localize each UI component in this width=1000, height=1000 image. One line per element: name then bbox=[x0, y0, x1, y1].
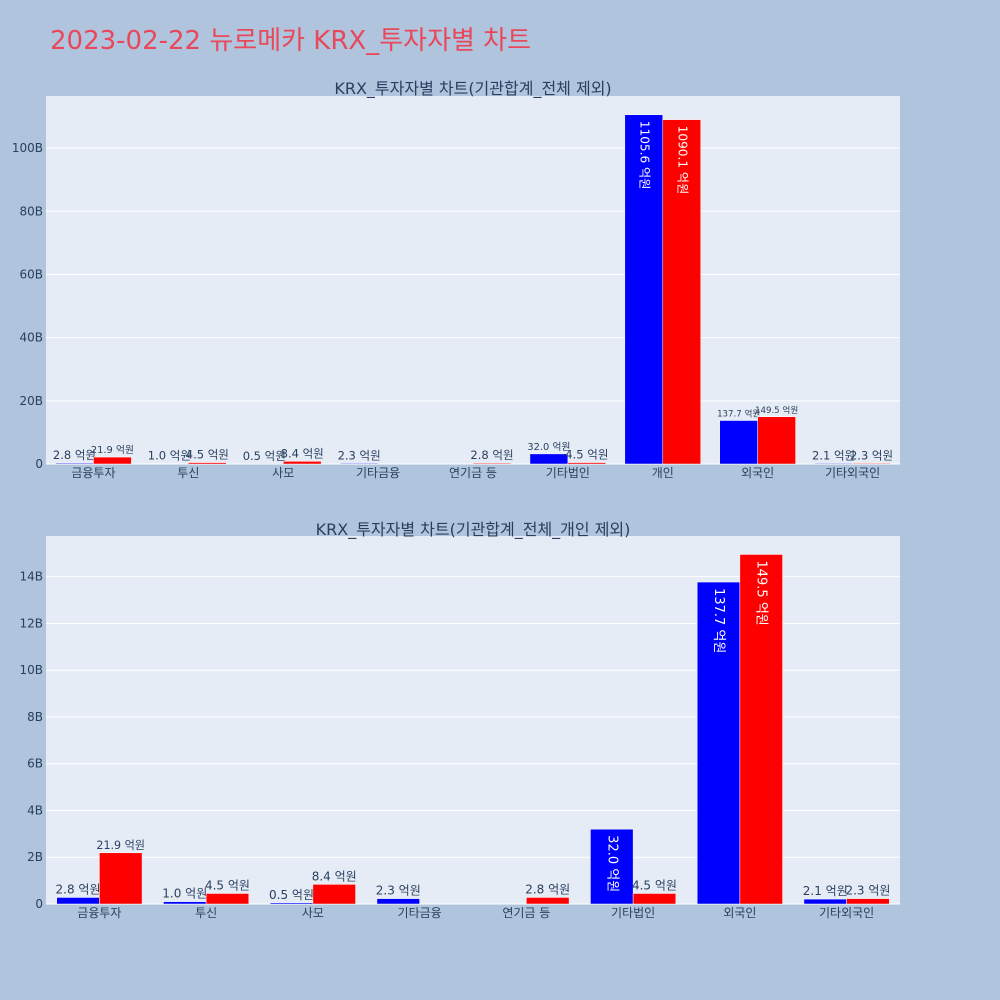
data-label: 2.1 억원 bbox=[803, 884, 848, 898]
data-label: 2.8 억원 bbox=[53, 448, 96, 462]
y-tick-label: 60B bbox=[19, 267, 43, 281]
x-tick-label: 개인 bbox=[652, 466, 674, 480]
data-label: 2.3 억원 bbox=[338, 448, 381, 462]
x-tick-label: 사모 bbox=[302, 906, 324, 920]
bar bbox=[526, 897, 570, 905]
bar bbox=[205, 893, 250, 905]
chart-title: KRX_투자자별 차트(기관합계_전체 제외) bbox=[334, 79, 611, 99]
x-tick-label: 기타금융 bbox=[356, 466, 400, 480]
data-label: 1.0 억원 bbox=[148, 449, 191, 463]
y-tick-label: 0 bbox=[35, 457, 43, 471]
bar bbox=[757, 416, 796, 465]
data-label: 149.5 억원 bbox=[755, 404, 798, 416]
bar bbox=[56, 897, 100, 905]
data-label: 32.0 억원 bbox=[604, 835, 619, 892]
data-label: 2.3 억원 bbox=[850, 448, 893, 462]
data-label: 0.5 억원 bbox=[269, 888, 314, 902]
data-label: 0.5 억원 bbox=[243, 449, 286, 463]
data-label: 21.9 억원 bbox=[96, 839, 145, 852]
y-tick-label: 14B bbox=[19, 570, 43, 584]
bar bbox=[312, 884, 356, 905]
bar bbox=[852, 463, 891, 465]
data-label: 4.5 억원 bbox=[565, 448, 608, 462]
bar bbox=[93, 456, 132, 465]
data-label: 137.7 억원 bbox=[711, 588, 726, 653]
x-tick-label: 사모 bbox=[272, 466, 294, 480]
bar bbox=[188, 462, 227, 465]
bar bbox=[282, 461, 322, 465]
bar bbox=[846, 898, 890, 905]
x-tick-label: 기타외국인 bbox=[819, 906, 874, 920]
data-label: 21.9 억원 bbox=[91, 444, 134, 456]
y-tick-label: 12B bbox=[19, 616, 43, 630]
bar bbox=[269, 902, 314, 905]
bar bbox=[696, 581, 741, 905]
data-label: 2.8 억원 bbox=[56, 882, 101, 896]
y-tick-label: 20B bbox=[19, 394, 43, 408]
bar bbox=[814, 463, 853, 465]
bar bbox=[567, 462, 607, 465]
y-tick-label: 2B bbox=[27, 850, 43, 864]
data-label: 2.3 억원 bbox=[376, 884, 421, 898]
chart-title: KRX_투자자별 차트(기관합계_전체_개인 제외) bbox=[316, 520, 631, 540]
y-tick-label: 40B bbox=[19, 331, 43, 345]
x-tick-label: 기타법인 bbox=[546, 466, 590, 480]
figure-title: 2023-02-22 뉴로메카 KRX_투자자별 차트 bbox=[50, 26, 531, 56]
x-tick-label: 연기금 등 bbox=[449, 466, 497, 480]
plot-area bbox=[46, 96, 900, 464]
bar bbox=[529, 453, 569, 465]
bar bbox=[590, 828, 634, 905]
y-tick-label: 80B bbox=[19, 204, 43, 218]
data-label: 149.5 억원 bbox=[754, 560, 769, 625]
bar bbox=[163, 901, 207, 905]
bar bbox=[99, 852, 143, 905]
y-tick-label: 8B bbox=[27, 710, 43, 724]
y-tick-label: 4B bbox=[27, 803, 43, 817]
bar bbox=[803, 898, 847, 905]
bar bbox=[339, 463, 379, 465]
data-label: 1090.1 억원 bbox=[675, 126, 689, 195]
data-label: 32.0 억원 bbox=[527, 441, 570, 453]
x-tick-label: 금융투자 bbox=[71, 466, 115, 480]
bar bbox=[662, 119, 701, 465]
bar bbox=[719, 420, 758, 465]
y-tick-label: 6B bbox=[27, 757, 43, 771]
x-tick-label: 기타법인 bbox=[611, 906, 655, 920]
data-label: 137.7 억원 bbox=[717, 408, 760, 420]
x-tick-label: 기타외국인 bbox=[825, 466, 880, 480]
bar bbox=[632, 893, 677, 905]
data-label: 4.5 억원 bbox=[186, 448, 229, 462]
x-tick-label: 연기금 등 bbox=[502, 906, 550, 920]
bar bbox=[55, 462, 94, 465]
x-tick-label: 투신 bbox=[195, 906, 217, 920]
data-label: 4.5 억원 bbox=[632, 878, 677, 892]
data-label: 8.4 억원 bbox=[281, 446, 324, 460]
chart-institutional-excluded: KRX_투자자별 차트(기관합계_전체 제외) 0 20B 40B 60B 80B 100B… bbox=[12, 79, 900, 480]
x-tick-label: 금융투자 bbox=[77, 906, 121, 920]
data-label: 2.1 억원 bbox=[812, 448, 855, 462]
bar bbox=[739, 554, 783, 905]
x-tick-label: 외국인 bbox=[723, 906, 756, 920]
y-tick-label: 100B bbox=[12, 141, 43, 155]
y-tick-label: 0 bbox=[35, 897, 43, 911]
data-label: 1105.6 억원 bbox=[637, 121, 651, 190]
chart-individual-excluded: KRX_투자자별 차트(기관합계_전체_개인 제외) 0 2B 4B 6B 8B 10B 12… bbox=[19, 520, 900, 920]
y-tick-label: 10B bbox=[19, 663, 43, 677]
x-tick-label: 투신 bbox=[177, 466, 199, 480]
bar bbox=[472, 462, 512, 465]
data-label: 8.4 억원 bbox=[312, 869, 357, 883]
data-label: 2.8 억원 bbox=[525, 882, 570, 896]
x-tick-label: 외국인 bbox=[741, 466, 774, 480]
x-tick-label: 기타금융 bbox=[398, 906, 442, 920]
data-label: 2.8 억원 bbox=[470, 448, 513, 462]
data-label: 1.0 억원 bbox=[162, 887, 207, 901]
bar bbox=[376, 898, 420, 905]
data-label: 2.3 억원 bbox=[845, 884, 890, 898]
data-label: 4.5 억원 bbox=[205, 878, 250, 892]
